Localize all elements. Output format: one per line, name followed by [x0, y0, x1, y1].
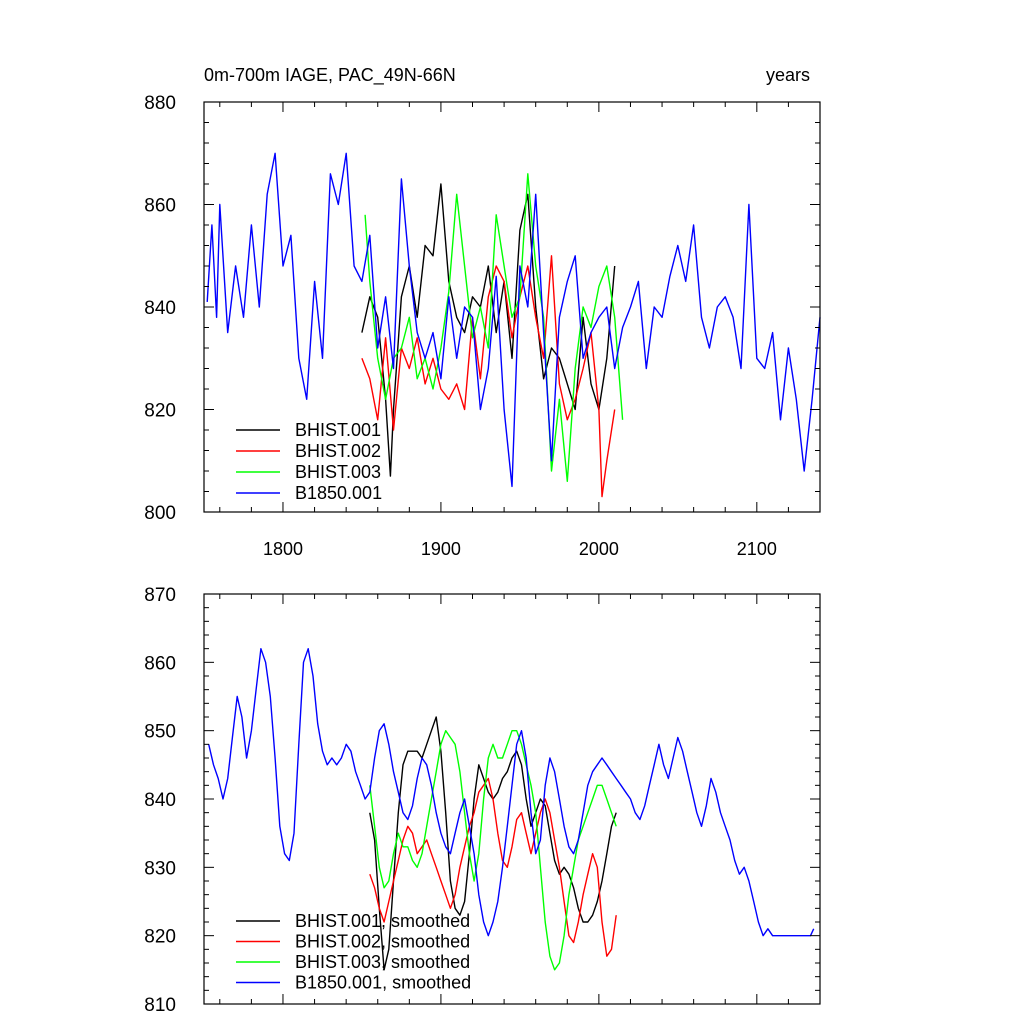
legend-label: BHIST.003, smoothed	[295, 952, 470, 972]
y-tick-label: 840	[144, 790, 176, 811]
y-tick-label: 840	[144, 298, 176, 319]
legend-label: BHIST.001, smoothed	[295, 911, 470, 931]
y-tick-label: 820	[144, 927, 176, 948]
y-tick-label: 860	[144, 196, 176, 217]
top-panel: 1800 1900 2000 2100 800 820 840 860 880 BHIST.001…	[144, 93, 821, 559]
x-tick-label: 2100	[737, 539, 777, 559]
x-tick-label: 1800	[263, 539, 303, 559]
x-tick-label: 1900	[421, 539, 461, 559]
legend-label: BHIST.002, smoothed	[295, 932, 470, 952]
series-line-3	[208, 648, 815, 937]
y-tick-label: 820	[144, 401, 176, 422]
legend-label: BHIST.002	[295, 441, 381, 461]
x-tick-label: 2000	[579, 539, 619, 559]
legend-label: B1850.001, smoothed	[295, 973, 471, 993]
bottom-panel: 810 820 830 840 850 860 870 BHIST.001, smoothed…	[144, 585, 821, 1016]
series-line-1	[369, 777, 617, 957]
y-tick-label: 850	[144, 722, 176, 743]
y-tick-label: 860	[144, 653, 176, 674]
units-label: years	[766, 65, 811, 85]
series-line-1	[361, 255, 616, 498]
y-tick-label: 870	[144, 585, 176, 606]
series-line-2	[369, 730, 617, 971]
chart-title: 0m-700m IAGE, PAC_49N-66N	[204, 65, 456, 85]
y-tick-label: 800	[144, 503, 176, 524]
legend-label: B1850.001	[295, 483, 382, 503]
series-line-2	[364, 173, 624, 482]
series-line-3	[206, 152, 821, 488]
legend-label: BHIST.003	[295, 462, 381, 482]
y-tick-label: 880	[144, 93, 176, 114]
y-tick-label: 810	[144, 995, 176, 1016]
y-tick-label: 830	[144, 858, 176, 879]
legend-label: BHIST.001	[295, 420, 381, 440]
